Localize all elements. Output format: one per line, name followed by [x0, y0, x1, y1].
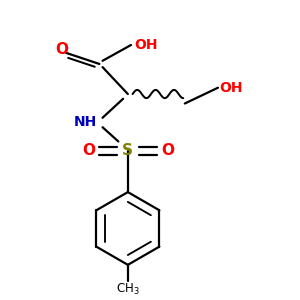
Text: S: S: [122, 143, 134, 158]
Text: OH: OH: [134, 38, 158, 52]
Text: OH: OH: [220, 81, 243, 95]
Text: O: O: [55, 42, 68, 57]
Text: O: O: [82, 143, 95, 158]
Text: CH$_3$: CH$_3$: [116, 282, 140, 297]
Text: NH: NH: [74, 116, 97, 130]
Text: O: O: [161, 143, 174, 158]
